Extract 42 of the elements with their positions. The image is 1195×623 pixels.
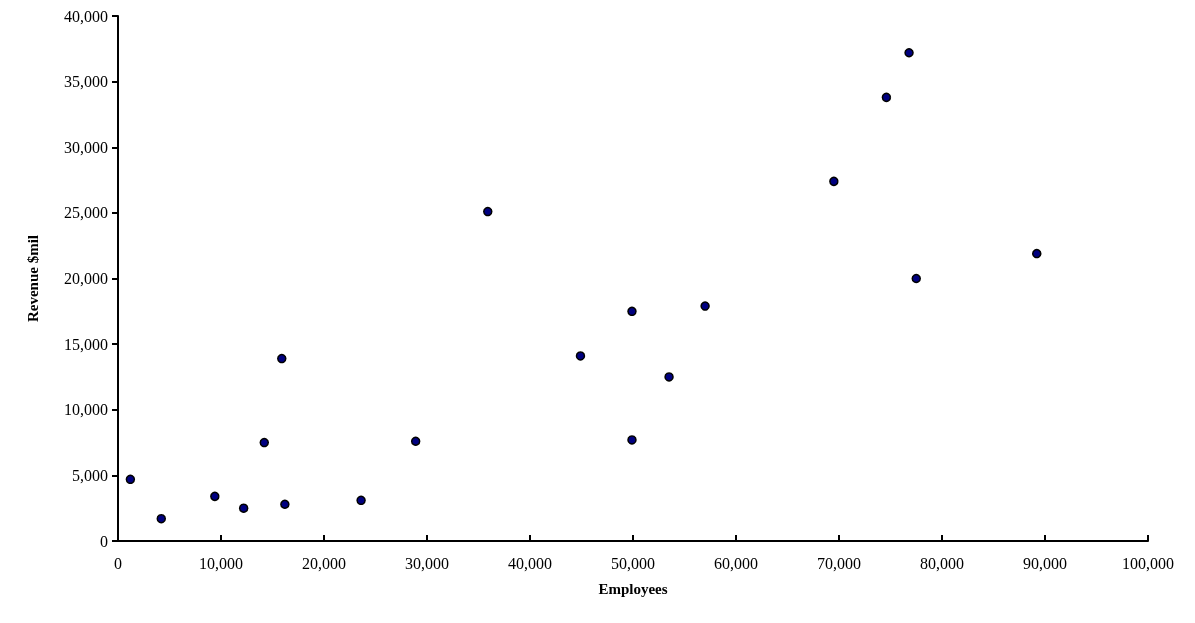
x-tick-label: 30,000 bbox=[405, 554, 449, 572]
x-tick-label: 90,000 bbox=[1023, 554, 1067, 572]
point bbox=[280, 499, 290, 509]
point bbox=[483, 206, 493, 217]
x-tick-label: 60,000 bbox=[714, 554, 758, 572]
x-tick-label: 50,000 bbox=[611, 554, 655, 572]
y-tick-label: 5,000 bbox=[72, 466, 108, 484]
point bbox=[904, 48, 914, 58]
y-axis-title: Revenue $mil bbox=[24, 234, 41, 323]
x-tick-label: 80,000 bbox=[920, 554, 964, 572]
y-tick-label: 0 bbox=[100, 532, 108, 550]
y-tick-label: 40,000 bbox=[64, 7, 108, 25]
x-tick-label: 40,000 bbox=[508, 554, 552, 572]
point bbox=[575, 351, 586, 361]
x-tick-label: 0 bbox=[114, 554, 122, 572]
x-axis-title: Employees bbox=[598, 580, 668, 597]
x-tick-label: 10,000 bbox=[199, 554, 243, 572]
point bbox=[627, 435, 637, 445]
point bbox=[277, 353, 287, 364]
point bbox=[664, 372, 674, 382]
y-tick-label: 30,000 bbox=[64, 138, 108, 156]
point bbox=[125, 474, 136, 485]
point bbox=[700, 301, 710, 311]
point bbox=[210, 491, 220, 502]
x-tick-label: 70,000 bbox=[817, 554, 861, 572]
x-tick-label: 20,000 bbox=[302, 554, 346, 572]
point bbox=[356, 495, 366, 506]
y-tick-label: 20,000 bbox=[64, 270, 108, 287]
point bbox=[238, 503, 249, 513]
y-tick-label: 10,000 bbox=[64, 401, 108, 419]
point bbox=[829, 176, 839, 187]
y-tick-label: 35,000 bbox=[64, 73, 108, 91]
y-tick-label: 25,000 bbox=[64, 204, 108, 222]
point bbox=[410, 436, 421, 446]
y-tick-label: 15,000 bbox=[64, 335, 108, 353]
point bbox=[259, 437, 270, 448]
point bbox=[156, 513, 167, 524]
point bbox=[911, 273, 921, 284]
x-tick-label: 100,000 bbox=[1122, 554, 1174, 572]
point bbox=[1032, 248, 1042, 259]
point bbox=[881, 92, 892, 103]
point bbox=[627, 306, 637, 317]
